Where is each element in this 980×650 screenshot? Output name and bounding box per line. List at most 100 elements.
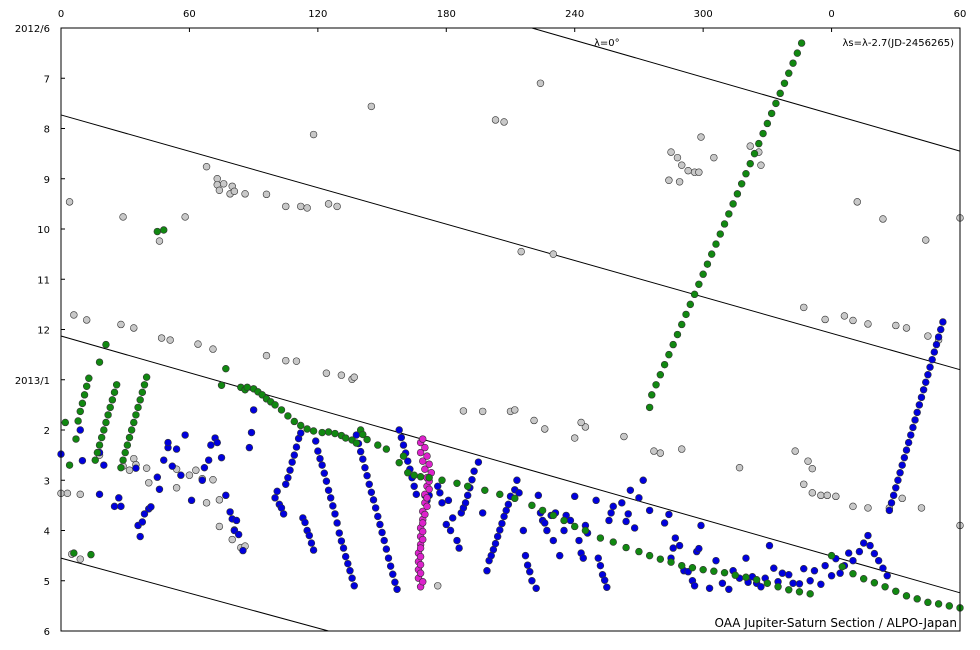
data-point	[898, 494, 906, 503]
data-point	[755, 139, 763, 148]
data-point	[581, 526, 590, 535]
data-point	[119, 213, 127, 221]
data-point	[213, 438, 221, 447]
data-point	[742, 170, 750, 178]
data-point	[673, 330, 682, 339]
data-point	[125, 433, 134, 442]
y-tick-label: 2	[44, 426, 50, 437]
data-point	[185, 471, 194, 479]
data-point	[117, 320, 125, 329]
data-point	[453, 536, 461, 545]
data-point	[844, 549, 853, 557]
data-point	[438, 476, 446, 484]
data-point	[337, 371, 346, 379]
data-point	[416, 569, 425, 577]
data-point	[530, 416, 538, 425]
data-point	[688, 563, 697, 572]
data-point	[864, 504, 872, 512]
data-point	[536, 79, 545, 87]
data-point	[177, 471, 185, 479]
data-point	[810, 566, 819, 575]
data-point	[710, 567, 718, 575]
data-point	[412, 490, 421, 499]
data-point	[365, 480, 373, 488]
data-point	[136, 396, 144, 404]
data-point	[789, 59, 797, 67]
data-point	[104, 411, 112, 419]
data-points	[57, 39, 964, 612]
data-point	[419, 527, 427, 536]
credit-label: OAA Jupiter-Saturn Section / ALPO-Japan	[714, 616, 957, 630]
data-point	[624, 510, 632, 518]
data-point	[853, 198, 861, 206]
data-point	[453, 479, 461, 487]
data-point	[924, 371, 932, 379]
y-tick-label: 11	[37, 275, 50, 286]
data-point	[142, 373, 151, 381]
data-point	[297, 202, 305, 211]
data-point	[309, 130, 318, 139]
data-point	[215, 496, 224, 504]
data-point	[774, 583, 782, 591]
data-point	[380, 536, 388, 545]
data-point	[671, 534, 680, 542]
data-point	[303, 425, 311, 433]
data-point	[110, 502, 119, 511]
data-point	[72, 435, 80, 443]
data-point	[626, 486, 635, 494]
data-point	[665, 350, 673, 359]
data-point	[87, 550, 95, 559]
data-point	[735, 463, 744, 472]
data-point	[115, 494, 123, 502]
data-point	[757, 583, 765, 591]
data-point	[249, 406, 258, 414]
data-point	[209, 345, 217, 353]
data-point	[907, 431, 915, 439]
data-point	[127, 426, 136, 434]
lambda-zero-label: λ=0°	[594, 38, 620, 49]
data-point	[138, 518, 147, 526]
data-point	[594, 554, 602, 562]
data-point	[322, 477, 331, 485]
data-point	[917, 504, 926, 512]
data-point	[125, 466, 134, 474]
data-point	[117, 463, 125, 472]
data-point	[879, 564, 887, 572]
data-point	[421, 465, 429, 473]
data-point	[82, 382, 91, 390]
data-point	[678, 445, 686, 453]
data-point	[892, 321, 900, 330]
data-point	[286, 466, 294, 474]
guide-lines	[60, 27, 961, 632]
data-point	[262, 190, 271, 199]
x-tick-label: 60	[954, 9, 967, 20]
data-point	[217, 453, 226, 462]
data-point	[639, 476, 647, 484]
data-point	[228, 535, 236, 544]
data-point	[91, 456, 99, 464]
data-point	[282, 356, 290, 365]
data-point	[838, 562, 846, 571]
data-point	[322, 369, 331, 377]
data-point	[785, 69, 793, 77]
data-point	[821, 315, 829, 324]
data-point	[219, 180, 228, 188]
data-point	[934, 600, 943, 608]
data-point	[667, 558, 675, 566]
data-point	[607, 509, 615, 517]
data-point	[575, 536, 583, 545]
data-point	[892, 587, 900, 596]
data-point	[374, 512, 382, 521]
data-point	[669, 340, 677, 349]
data-point	[226, 508, 234, 516]
data-point	[549, 536, 558, 545]
data-point	[645, 403, 654, 412]
data-point	[729, 200, 737, 208]
data-point	[855, 547, 864, 556]
data-point	[393, 585, 401, 593]
data-point	[725, 210, 733, 218]
data-point	[153, 473, 162, 481]
data-point	[192, 466, 200, 474]
data-point	[532, 584, 540, 592]
data-point	[731, 571, 739, 579]
